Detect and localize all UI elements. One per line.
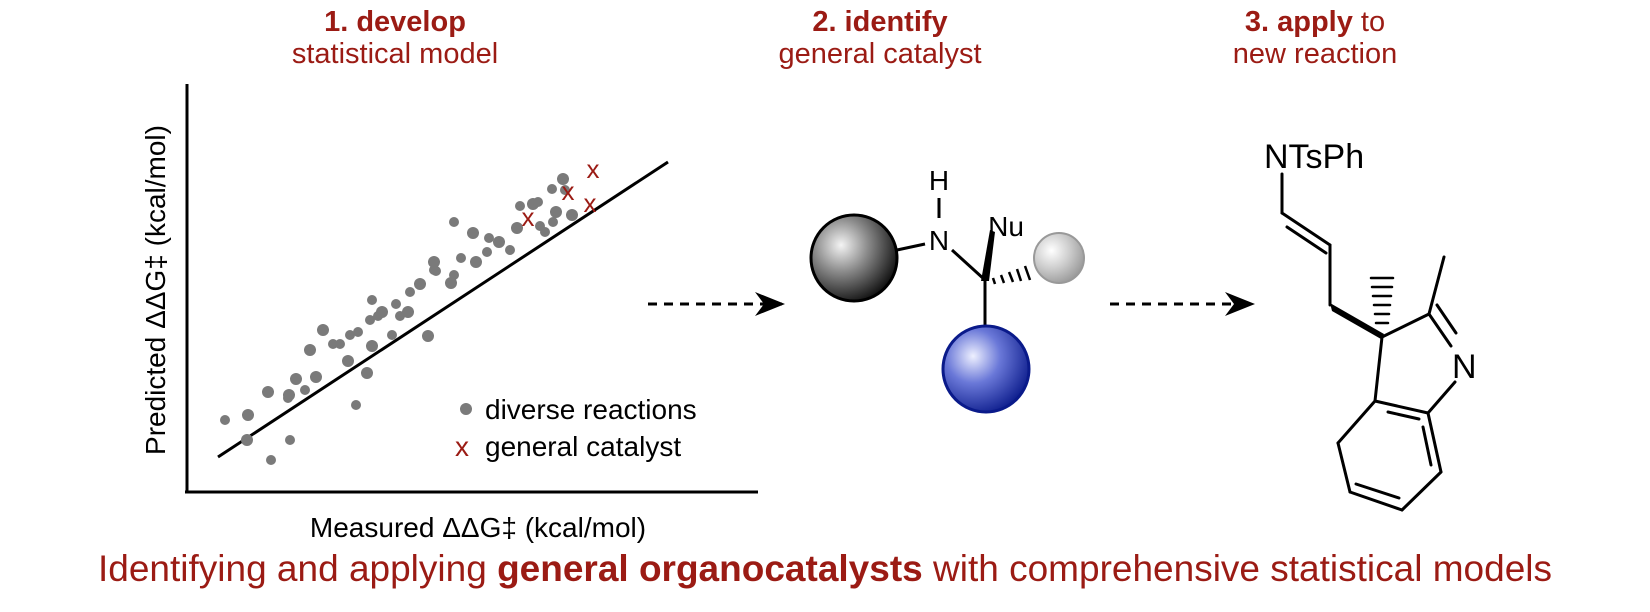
scatter-point <box>566 209 578 221</box>
scatter-point <box>449 270 459 280</box>
tagline-post: with comprehensive statistical models <box>923 548 1552 589</box>
hash-bond <box>993 266 1030 284</box>
black-sphere <box>811 215 897 301</box>
scatter-point <box>300 385 310 395</box>
x-axis-label: Measured ΔΔG‡ (kcal/mol) <box>310 512 646 543</box>
product-structure: NTsPh N <box>1264 138 1477 510</box>
scatter-point <box>373 311 383 321</box>
scatter-point <box>266 455 276 465</box>
scatter-point <box>402 306 414 318</box>
scatter-point <box>505 245 515 255</box>
legend-cross-marker: x <box>455 431 469 462</box>
legend-dot-label: diverse reactions <box>485 394 697 425</box>
scatter-point <box>353 327 363 337</box>
scatter-point <box>262 386 274 398</box>
scatter-point <box>367 295 377 305</box>
scatter-point <box>493 236 505 248</box>
bond-n-c <box>952 250 985 280</box>
scatter-point <box>241 434 253 446</box>
catalyst-point: x <box>587 154 600 184</box>
scatter-point <box>548 217 558 227</box>
tagline: Identifying and applying general organoc… <box>0 548 1650 590</box>
scatter-point <box>484 233 494 243</box>
scatter-point <box>285 435 295 445</box>
scatter-point <box>387 330 397 340</box>
legend-cross-label: general catalyst <box>485 431 681 462</box>
scatter-point <box>456 253 466 263</box>
scatter-point <box>550 206 562 218</box>
label-ntsph: NTsPh <box>1264 138 1364 176</box>
bond-sphere-n <box>897 244 925 250</box>
scatter-point <box>304 344 316 356</box>
scatter-point <box>428 256 440 268</box>
scatter-point <box>449 217 459 227</box>
legend: diverse reactions x general catalyst <box>455 394 697 462</box>
catalyst-structure: H N Nu <box>811 165 1084 412</box>
scatter-point <box>482 247 492 257</box>
scatter-point <box>220 415 230 425</box>
scatter-point <box>317 324 329 336</box>
legend-dot-marker <box>460 403 472 415</box>
scatter-point <box>310 371 322 383</box>
scatter-point <box>283 389 295 401</box>
catalyst-point: x <box>522 202 535 232</box>
catalyst-point: x <box>584 188 597 218</box>
y-axis-label: Predicted ΔΔG‡ (kcal/mol) <box>140 125 171 455</box>
blue-sphere <box>943 326 1029 412</box>
scatter-point <box>422 330 434 342</box>
tagline-pre: Identifying and applying <box>98 548 497 589</box>
label-nu: Nu <box>988 211 1024 242</box>
scatter-point <box>242 409 254 421</box>
scatter-point <box>470 256 482 268</box>
hash-bond-methyl <box>1371 278 1393 323</box>
label-ring-n: N <box>1452 348 1477 386</box>
label-n: N <box>929 225 949 256</box>
scatter-point <box>342 355 354 367</box>
scatter-point <box>535 221 545 231</box>
label-h: H <box>929 165 949 196</box>
scatter-point <box>405 287 415 297</box>
catalyst-point: x <box>562 176 575 206</box>
gray-sphere <box>1034 233 1084 283</box>
wedge-bond <box>1330 303 1384 339</box>
scatter-point <box>361 367 373 379</box>
scatter-point <box>366 340 378 352</box>
scatter-point <box>391 299 401 309</box>
scatter-point <box>335 339 345 349</box>
scatter-point <box>533 197 543 207</box>
tagline-bold: general organocatalysts <box>497 548 923 589</box>
scatter-point <box>414 278 426 290</box>
scatter-point <box>290 373 302 385</box>
scatter-point <box>351 400 361 410</box>
scatter-point <box>467 227 479 239</box>
scatter-point <box>547 184 557 194</box>
